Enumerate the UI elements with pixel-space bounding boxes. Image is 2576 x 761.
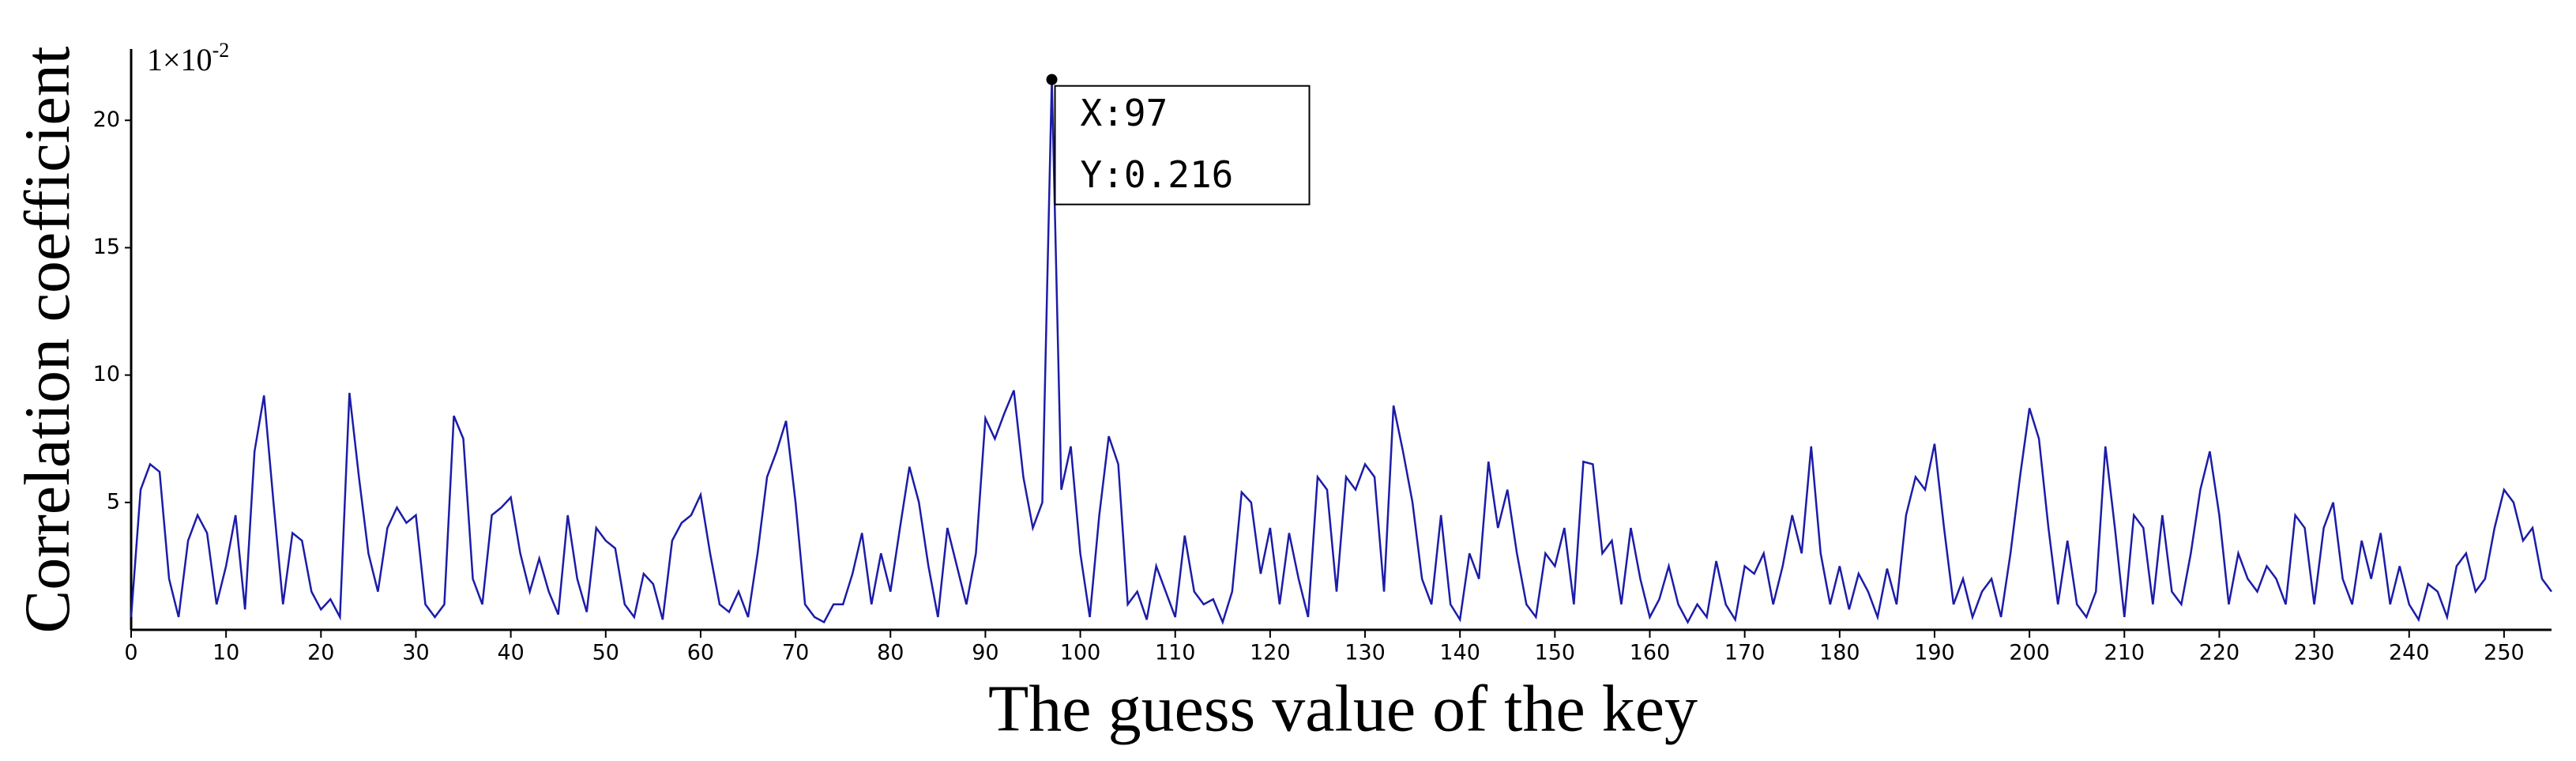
x-tick-label: 100 [1060,641,1101,665]
annotation-y: Y:0.216 [1081,153,1234,196]
y-tick-label: 20 [93,107,120,132]
x-tick-label: 180 [1819,641,1860,665]
x-tick-label: 70 [782,641,809,665]
x-tick-label: 220 [2199,641,2240,665]
x-tick-label: 200 [2009,641,2050,665]
annotation-x: X:97 [1081,92,1168,134]
x-tick-label: 110 [1155,641,1196,665]
x-tick-label: 50 [592,641,619,665]
x-axis-label: The guess value of the key [988,672,1698,745]
x-tick-label: 60 [687,641,714,665]
x-tick-label: 130 [1344,641,1386,665]
x-tick-label: 140 [1439,641,1480,665]
x-tick-label: 160 [1630,641,1671,665]
x-tick-label: 150 [1535,641,1576,665]
x-tick-label: 190 [1914,641,1955,665]
y-multiplier-exponent: -2 [212,39,230,62]
x-tick-label: 120 [1250,641,1291,665]
x-tick-label: 20 [307,641,334,665]
x-tick-label: 40 [497,641,524,665]
data-line [130,79,2553,626]
annotation-point [1046,73,1058,85]
annotation-box [1054,85,1311,205]
y-multiplier: 1×10-2 [147,39,229,77]
x-tick-label: 240 [2389,641,2430,665]
x-tick-label: 170 [1724,641,1766,665]
y-multiplier-base: 1×10 [147,42,212,77]
y-tick-label: 10 [93,362,120,386]
y-tick-label: 15 [93,235,120,259]
x-tick-label: 250 [2484,641,2525,665]
x-tick-label: 30 [402,641,429,665]
x-tick-label: 0 [124,641,137,665]
x-tick-label: 230 [2294,641,2335,665]
x-tick-label: 90 [972,641,998,665]
y-tick-label: 5 [107,489,120,514]
x-tick-label: 210 [2104,641,2145,665]
x-tick-label: 10 [212,641,239,665]
y-axis-label: Correlation coefficient [11,46,83,633]
x-tick-label: 80 [877,641,904,665]
